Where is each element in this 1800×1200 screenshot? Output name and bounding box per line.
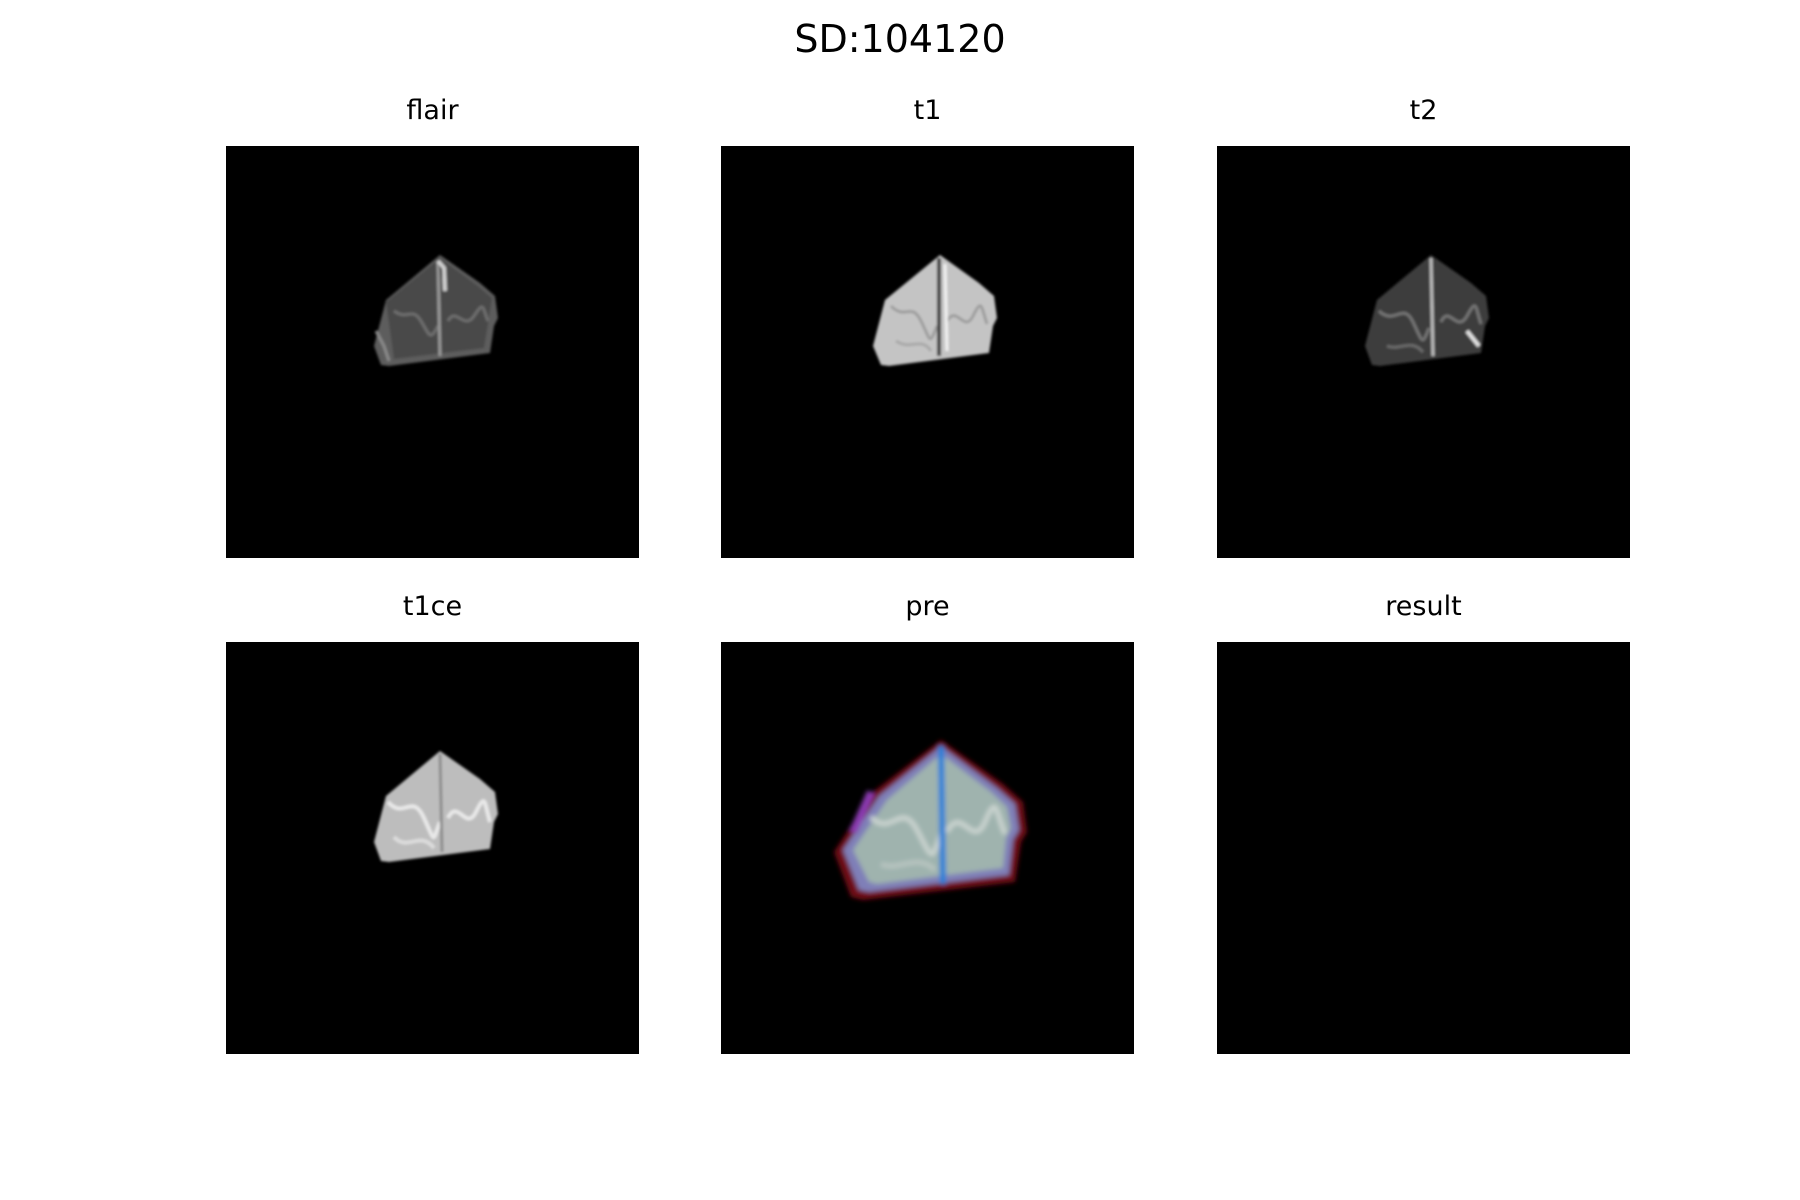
panel-flair: flair xyxy=(226,95,639,558)
t1-mri-image xyxy=(721,146,1134,558)
panel-t1ce: t1ce xyxy=(226,591,639,1054)
flair-mri-image xyxy=(226,146,639,558)
t2-mri-image xyxy=(1217,146,1630,558)
panel-title-pre: pre xyxy=(905,591,950,622)
panel-title-t2: t2 xyxy=(1409,95,1438,126)
t1ce-mri-image xyxy=(226,642,639,1054)
pre-composite-image xyxy=(721,642,1134,1054)
panel-t2: t2 xyxy=(1217,95,1630,558)
panel-title-t1ce: t1ce xyxy=(402,591,463,622)
panel-title-result: result xyxy=(1385,591,1462,622)
panel-result: result xyxy=(1217,591,1630,1054)
panel-t1: t1 xyxy=(721,95,1134,558)
figure-title: SD:104120 xyxy=(794,17,1006,61)
panel-title-flair: flair xyxy=(406,95,459,126)
panel-pre: pre xyxy=(721,591,1134,1054)
panel-title-t1: t1 xyxy=(913,95,942,126)
result-segmentation-image xyxy=(1217,642,1630,1054)
